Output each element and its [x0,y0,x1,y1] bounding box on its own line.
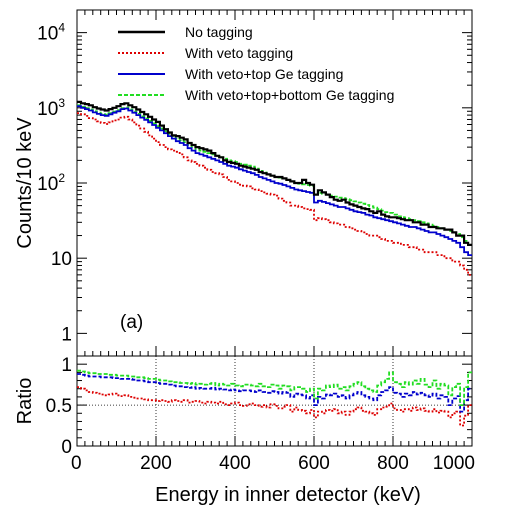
x-tick-label: 800 [377,453,409,474]
y-tick-label: 10 [51,249,72,270]
x-tick-label: 200 [140,453,172,474]
main-series-group [77,100,472,276]
x-tick-label: 600 [298,453,330,474]
ratio-y-tick-label: 1 [61,355,72,376]
main-panel: 1 10 102 103 104 Counts/10 keV (a) No taggin… [14,9,473,357]
x-tick-label: 1000 [433,453,475,474]
main-y-axis: 1 10 102 103 104 [37,9,472,345]
main-series-line-0 [77,100,472,246]
ratio-plot-frame [76,355,473,447]
legend-label: No tagging [185,24,253,40]
x-tick-label: 400 [219,453,251,474]
ratio-grid [77,356,472,446]
x-tick-label: 0 [71,453,82,474]
main-x-axis [76,10,473,356]
ratio-y-axis-label: Ratio [14,378,36,425]
ratio-panel: 00.51 0 200 400 600 800 1000 Ratio Energy in … [14,355,475,506]
ratio-x-axis: 0 200 400 600 800 1000 [71,436,475,474]
legend-label: With veto+top Ge tagging [185,66,343,82]
ratio-series-line-1 [77,373,472,413]
ratio-y-tick-label: 0 [61,437,72,458]
main-series-line-1 [77,112,472,276]
panel-label: (a) [120,312,143,333]
ratio-series-line-0 [77,386,472,427]
y-tick-label: 104 [37,21,65,45]
ratio-series-group [77,369,472,427]
main-series-line-2 [77,105,472,256]
y-tick-label: 103 [37,96,65,120]
y-tick-label: 102 [37,171,65,195]
ratio-y-tick-label: 0.5 [46,396,72,417]
legend-label: With veto+top+bottom Ge tagging [185,87,394,103]
legend: No tagging With veto tagging With veto+top… [118,24,394,103]
main-y-axis-label: Counts/10 keV [14,117,36,249]
y-tick-label: 1 [61,324,72,345]
ratio-y-axis: 00.51 [46,355,472,458]
ratio-series-line-2 [77,369,472,406]
legend-label: With veto tagging [185,45,293,61]
x-axis-label: Energy in inner detector (keV) [155,484,421,506]
